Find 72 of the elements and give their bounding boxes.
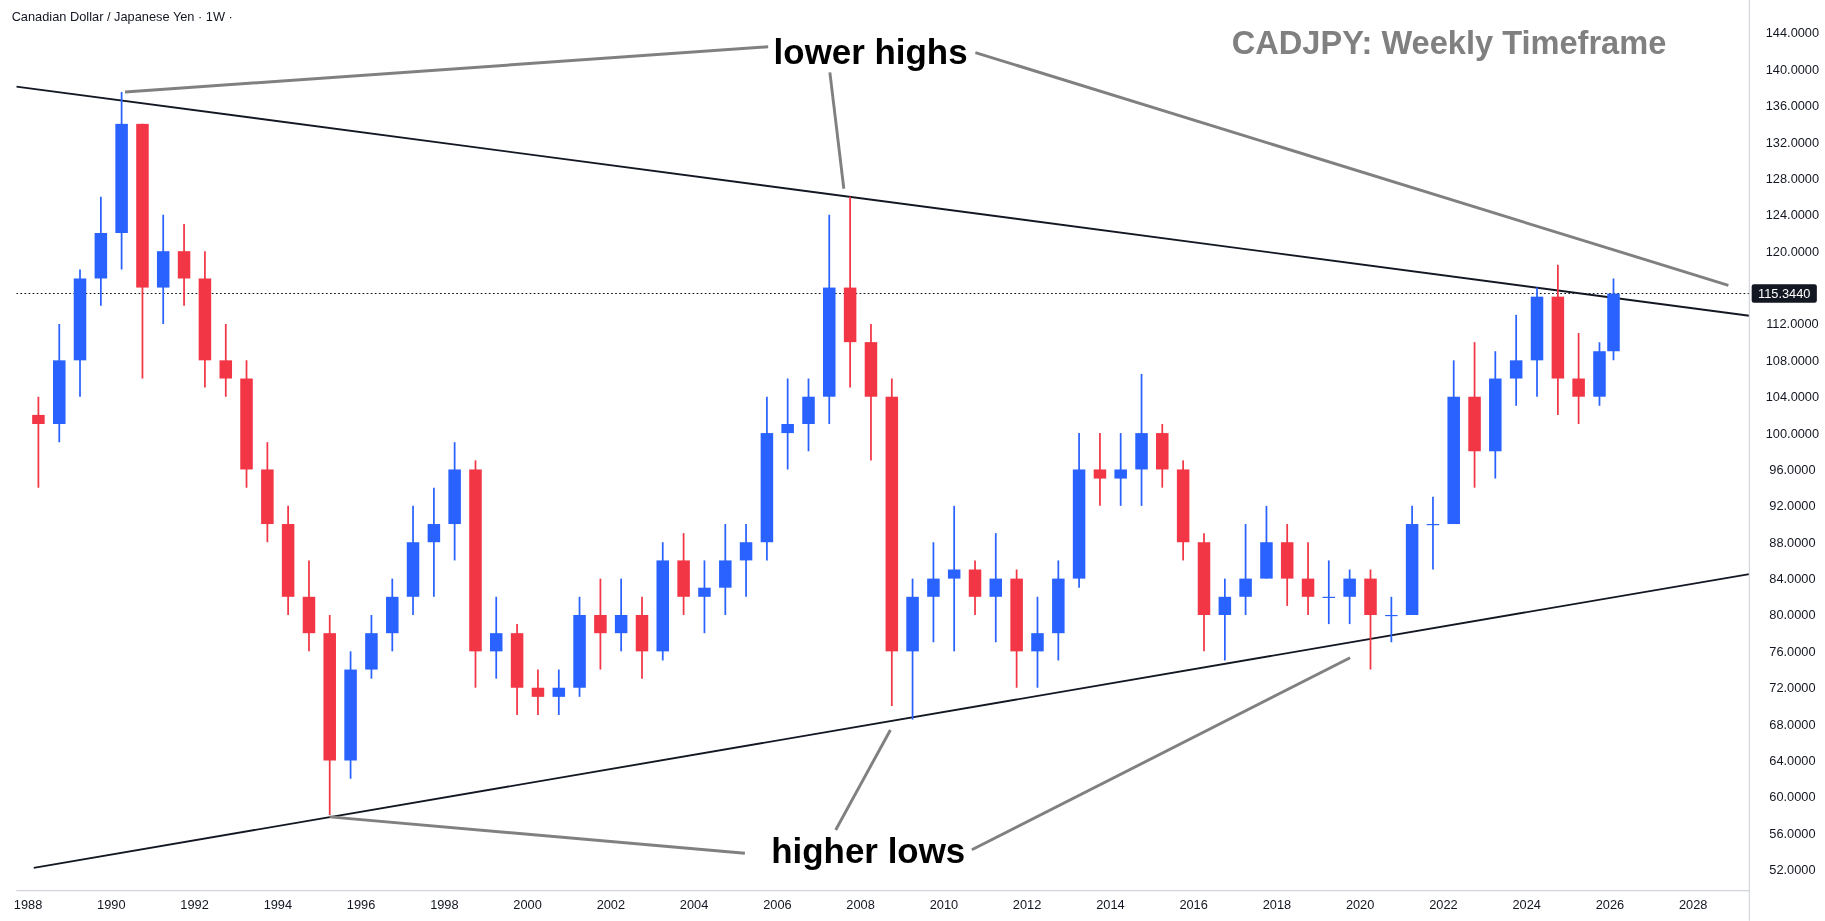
x-tick-label: 1994 bbox=[263, 897, 293, 913]
y-tick-label: 140.0000 bbox=[1765, 61, 1820, 77]
candlestick bbox=[489, 595, 503, 680]
x-tick-label: 2020 bbox=[1345, 897, 1375, 913]
candlestick bbox=[219, 323, 233, 398]
y-tick-label: 60.0000 bbox=[1769, 789, 1816, 805]
candlestick bbox=[989, 532, 1003, 644]
y-tick-label: 92.0000 bbox=[1769, 498, 1816, 514]
y-tick-label: 56.0000 bbox=[1769, 825, 1816, 841]
x-tick-label: 1998 bbox=[430, 897, 459, 913]
ref-line-label: 115.3440 bbox=[1758, 286, 1811, 302]
x-tick-label: 1992 bbox=[180, 897, 209, 913]
candlestick bbox=[1218, 577, 1232, 662]
x-tick-label: 2026 bbox=[1595, 897, 1625, 913]
x-tick-label: 2000 bbox=[513, 897, 542, 913]
annotation: lower highs bbox=[773, 31, 968, 71]
x-tick-label: 2014 bbox=[1096, 897, 1125, 913]
y-tick-label: 80.0000 bbox=[1769, 607, 1816, 623]
candlestick bbox=[531, 668, 545, 716]
x-tick-label: 2028 bbox=[1678, 897, 1708, 913]
x-tick-label: 2024 bbox=[1512, 897, 1541, 913]
candlestick bbox=[594, 577, 607, 671]
candlestick bbox=[698, 559, 711, 635]
candlestick bbox=[32, 395, 45, 489]
x-tick-label: 2006 bbox=[763, 897, 792, 913]
x-tick-label: 2022 bbox=[1429, 897, 1458, 913]
x-tick-label: 2008 bbox=[846, 897, 875, 913]
x-tick-label: 1990 bbox=[97, 897, 126, 913]
x-tick-label: 1988 bbox=[13, 897, 43, 913]
candlestick bbox=[427, 486, 441, 598]
candlestick bbox=[1572, 332, 1585, 425]
y-tick-label: 84.0000 bbox=[1769, 571, 1816, 587]
x-tick-label: 2002 bbox=[596, 897, 626, 913]
y-tick-label: 104.0000 bbox=[1765, 389, 1820, 405]
y-tick-label: 52.0000 bbox=[1769, 862, 1816, 878]
candlestick bbox=[1301, 541, 1315, 616]
x-tick-label: 2004 bbox=[679, 897, 709, 913]
x-tick-label: 1996 bbox=[346, 897, 376, 913]
text: CADJPY: Weekly Timeframe bbox=[1231, 24, 1667, 61]
y-tick-label: 120.0000 bbox=[1765, 243, 1820, 259]
candlestick bbox=[781, 377, 794, 471]
candlestick bbox=[927, 541, 940, 644]
y-tick-label: 64.0000 bbox=[1769, 752, 1816, 768]
y-tick-label: 108.0000 bbox=[1765, 352, 1820, 368]
y-tick-label: 124.0000 bbox=[1765, 207, 1820, 223]
x-tick-label: 2016 bbox=[1179, 897, 1208, 913]
y-tick-label: 96.0000 bbox=[1769, 461, 1816, 477]
x-tick-label: 2018 bbox=[1262, 897, 1292, 913]
text: Canadian Dollar / Japanese Yen · 1W · bbox=[11, 9, 233, 25]
candlestick bbox=[1239, 523, 1252, 616]
annotation: higher lows bbox=[771, 831, 966, 871]
candlestick bbox=[1114, 432, 1127, 507]
y-tick-label: 144.0000 bbox=[1765, 25, 1820, 41]
candlestick bbox=[1509, 313, 1523, 407]
y-tick-label: 72.0000 bbox=[1769, 680, 1816, 696]
y-tick-label: 100.0000 bbox=[1765, 425, 1820, 441]
candlestick bbox=[614, 577, 628, 653]
x-tick-label: 2010 bbox=[929, 897, 959, 913]
candlestick bbox=[1343, 568, 1356, 625]
y-tick-label: 76.0000 bbox=[1769, 643, 1816, 659]
candlestick bbox=[947, 504, 961, 653]
candlestick bbox=[1031, 595, 1044, 689]
candlestick bbox=[1093, 432, 1107, 507]
candlestick bbox=[552, 668, 566, 716]
y-tick-label: 132.0000 bbox=[1765, 134, 1820, 150]
y-tick-label: 88.0000 bbox=[1769, 534, 1816, 550]
y-tick-label: 128.0000 bbox=[1765, 170, 1820, 186]
y-tick-label: 112.0000 bbox=[1766, 316, 1819, 332]
candlestick bbox=[739, 523, 753, 598]
y-tick-label: 68.0000 bbox=[1769, 716, 1816, 732]
x-tick-label: 2012 bbox=[1012, 897, 1042, 913]
y-tick-label: 136.0000 bbox=[1765, 98, 1820, 114]
